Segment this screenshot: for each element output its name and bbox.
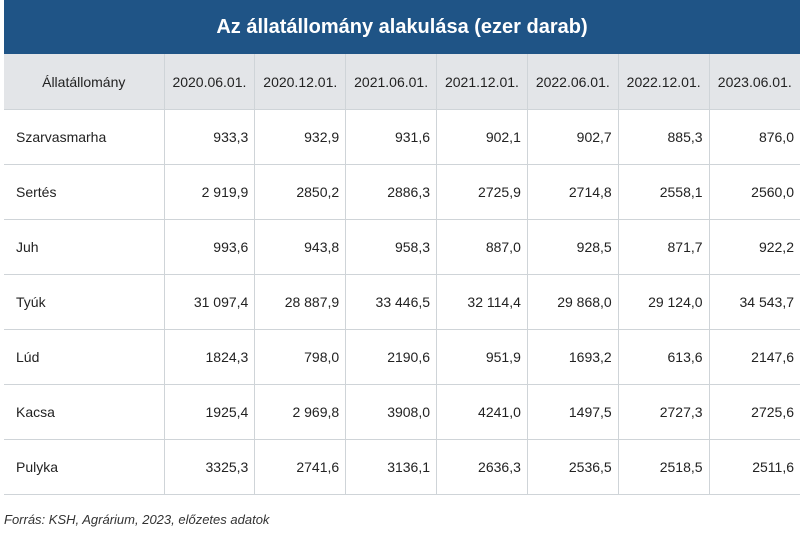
table-cell: 887,0 [436,219,528,275]
table-cell: 28 887,9 [254,274,347,330]
table-cell: 871,7 [618,219,710,275]
table-cell: 1693,2 [527,329,619,385]
column-header: 2021.06.01. [345,54,438,110]
column-header: 2022.06.01. [527,54,619,110]
table-cell: 34 543,7 [709,274,800,330]
table-cell: 798,0 [254,329,347,385]
table-cell: 3325,3 [164,439,256,495]
row-label: Pulyka [4,439,165,495]
table-cell: 1497,5 [527,384,619,440]
table-cell: 902,1 [436,109,528,165]
table-cell: 2 969,8 [254,384,347,440]
table-cell: 2 919,9 [164,164,256,220]
table-cell: 2536,5 [527,439,619,495]
table-cell: 943,8 [254,219,347,275]
table-cell: 2714,8 [527,164,619,220]
column-header: 2021.12.01. [436,54,528,110]
table-cell: 29 868,0 [527,274,619,330]
table-cell: 2886,3 [345,164,438,220]
table-row: Lúd 1824,3 798,0 2190,6 951,9 1693,2 613,6 2147… [4,329,800,385]
table-cell: 2558,1 [618,164,710,220]
table-cell: 3136,1 [345,439,438,495]
table-cell: 922,2 [709,219,800,275]
column-header: 2020.12.01. [254,54,347,110]
livestock-table: Állatállomány 2020.06.01. 2020.12.01. 20… [4,54,800,495]
table-cell: 902,7 [527,109,619,165]
table-title: Az állatállomány alakulása (ezer darab) [4,0,800,54]
table-cell: 2727,3 [618,384,710,440]
table-cell: 932,9 [254,109,347,165]
table-cell: 958,3 [345,219,438,275]
column-header: 2020.06.01. [164,54,256,110]
table-cell: 2511,6 [709,439,800,495]
table-cell: 33 446,5 [345,274,438,330]
table-cell: 2190,6 [345,329,438,385]
table-cell: 613,6 [618,329,710,385]
source-note: Forrás: KSH, Agrárium, 2023, előzetes ad… [4,512,270,527]
table-cell: 1925,4 [164,384,256,440]
row-label: Szarvasmarha [4,109,165,165]
row-label: Kacsa [4,384,165,440]
table-cell: 931,6 [345,109,438,165]
table-cell: 2636,3 [436,439,528,495]
header-row: Állatállomány 2020.06.01. 2020.12.01. 20… [4,54,800,110]
row-label: Sertés [4,164,165,220]
table-cell: 2560,0 [709,164,800,220]
table-row: Tyúk 31 097,4 28 887,9 33 446,5 32 114,4 29 8… [4,274,800,330]
table-cell: 3908,0 [345,384,438,440]
table-row: Kacsa 1925,4 2 969,8 3908,0 4241,0 1497,5 2727… [4,384,800,440]
table-cell: 2725,6 [709,384,800,440]
table-row: Sertés 2 919,9 2850,2 2886,3 2725,9 2714,8 255… [4,164,800,220]
table-cell: 1824,3 [164,329,256,385]
table-cell: 876,0 [709,109,800,165]
table-cell: 885,3 [618,109,710,165]
table-cell: 4241,0 [436,384,528,440]
column-header: 2022.12.01. [618,54,710,110]
table-cell: 2725,9 [436,164,528,220]
table-row: Juh 993,6 943,8 958,3 887,0 928,5 871,7 922,2 [4,219,800,275]
table-cell: 933,3 [164,109,256,165]
table-cell: 2518,5 [618,439,710,495]
table-cell: 928,5 [527,219,619,275]
table-cell: 951,9 [436,329,528,385]
table-cell: 2741,6 [254,439,347,495]
table-cell: 2147,6 [709,329,800,385]
table-cell: 32 114,4 [436,274,528,330]
column-header: 2023.06.01. [709,54,800,110]
table-cell: 29 124,0 [618,274,710,330]
row-label: Tyúk [4,274,165,330]
table-cell: 2850,2 [254,164,347,220]
table-row: Pulyka 3325,3 2741,6 3136,1 2636,3 2536,5 2518… [4,439,800,495]
row-label: Lúd [4,329,165,385]
row-label: Juh [4,219,165,275]
table-cell: 993,6 [164,219,256,275]
column-header: Állatállomány [4,54,165,110]
table-cell: 31 097,4 [164,274,256,330]
table-row: Szarvasmarha 933,3 932,9 931,6 902,1 902,7 885… [4,109,800,165]
